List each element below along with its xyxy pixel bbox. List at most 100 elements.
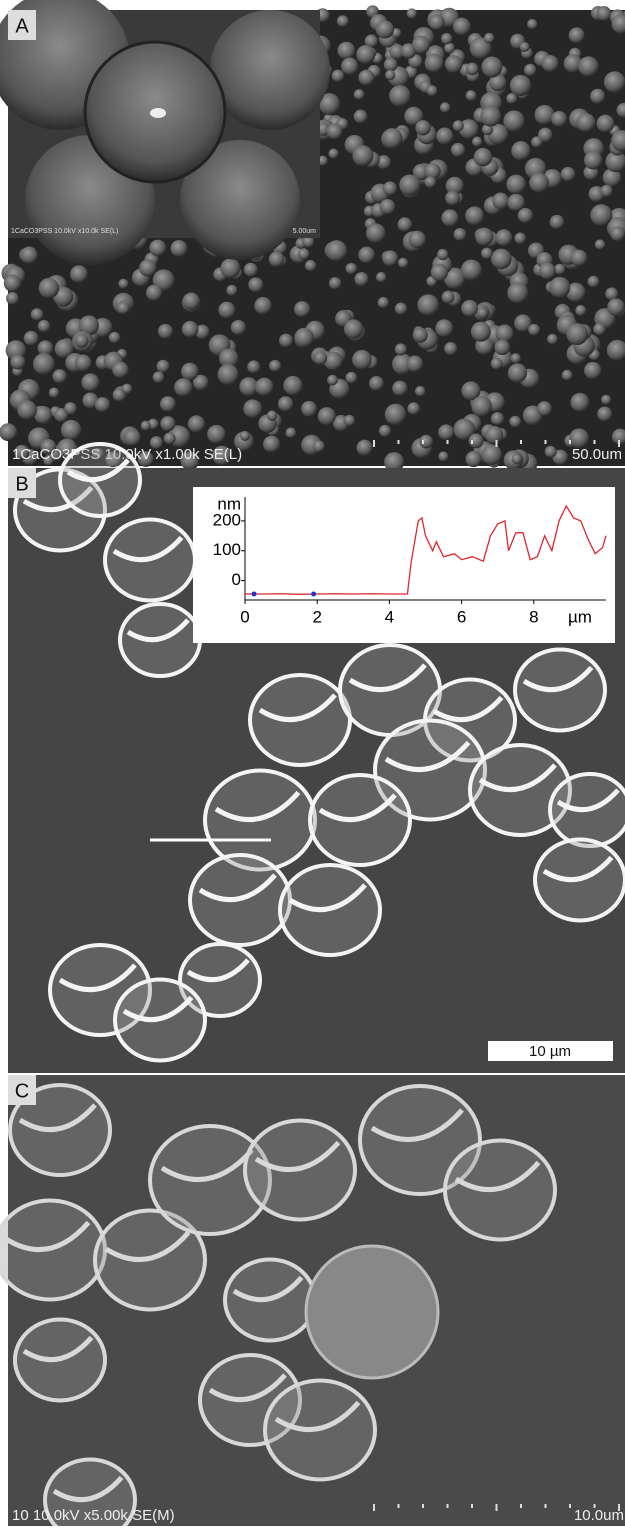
sphere <box>453 120 464 131</box>
sphere <box>477 307 488 318</box>
sphere <box>24 331 39 346</box>
sphere <box>4 275 21 292</box>
sphere <box>507 194 524 211</box>
sphere <box>520 42 530 52</box>
sphere <box>318 407 336 425</box>
sphere <box>170 240 187 257</box>
sphere <box>286 428 297 439</box>
sphere <box>407 356 423 372</box>
sphere <box>382 250 398 266</box>
sphere <box>218 364 239 385</box>
sphere <box>427 85 438 96</box>
sphere <box>255 378 273 396</box>
marker <box>252 592 257 597</box>
sphere <box>244 263 258 277</box>
sphere <box>441 209 458 226</box>
sphere <box>472 136 482 146</box>
sphere <box>584 151 602 169</box>
inset-scale: 5.00um <box>293 228 317 235</box>
sphere <box>327 375 338 386</box>
sphere <box>269 360 281 372</box>
sphere <box>419 435 433 449</box>
sphere <box>451 143 465 157</box>
sphere <box>461 300 478 317</box>
sphere <box>392 381 407 396</box>
sphere <box>570 393 589 412</box>
sphere <box>412 36 430 54</box>
sphere <box>512 454 522 464</box>
sphere <box>358 70 374 86</box>
sphere <box>231 320 246 335</box>
sphere <box>327 124 343 140</box>
sphere <box>438 451 448 461</box>
sphere <box>495 229 512 246</box>
sphere <box>81 373 99 391</box>
sphere <box>549 277 570 298</box>
sphere <box>562 370 573 381</box>
sphere <box>576 113 595 132</box>
sphere <box>75 355 92 372</box>
sphere <box>329 277 341 289</box>
sphere <box>537 401 552 416</box>
figure: A 1CaCO3PSS 10.0kV x10.0k SE(L) 5.00um 1… <box>0 0 625 1526</box>
sphere <box>117 301 130 314</box>
sphere <box>475 228 493 246</box>
sphere <box>431 264 448 281</box>
sphere <box>139 259 156 276</box>
sphere <box>118 279 128 289</box>
sphere <box>395 343 407 355</box>
sphere <box>494 339 510 355</box>
sphere <box>383 181 397 195</box>
sphere <box>34 406 52 424</box>
sphere <box>220 258 240 278</box>
sphere <box>332 70 345 83</box>
sphere <box>278 396 293 411</box>
sphere <box>358 247 375 264</box>
sphere <box>226 285 237 296</box>
sphere <box>294 301 310 317</box>
sphere <box>436 128 453 145</box>
sphere <box>263 436 280 453</box>
sphere <box>124 429 141 446</box>
sphere <box>399 174 420 195</box>
sphere <box>298 248 309 259</box>
x-tick-label: 8 <box>529 607 538 626</box>
sphere <box>465 206 484 225</box>
sphere <box>337 15 349 27</box>
sphere <box>438 424 454 440</box>
sphere <box>437 249 448 260</box>
sphere <box>380 199 396 215</box>
inset-caption: 1CaCO3PSS 10.0kV x10.0k SE(L) <box>11 228 118 235</box>
sphere <box>527 19 537 29</box>
sphere <box>385 404 406 425</box>
sphere <box>492 193 509 210</box>
sphere <box>554 264 565 275</box>
x-tick-label: 6 <box>457 607 466 626</box>
sphere <box>240 431 250 441</box>
sphere <box>466 63 479 76</box>
sphere <box>341 58 358 75</box>
sphere <box>267 410 277 420</box>
sphere <box>491 412 504 425</box>
sphere <box>413 328 428 343</box>
sphere <box>535 105 555 125</box>
sphere <box>407 402 420 415</box>
sphere <box>597 115 615 133</box>
sphere <box>415 120 430 135</box>
sphere <box>254 297 271 314</box>
sphere <box>524 64 536 76</box>
sphere <box>471 396 492 417</box>
sphere <box>160 416 175 431</box>
sphere <box>207 425 226 444</box>
y-axis-label: nm <box>217 494 241 513</box>
scale-text: 10 µm <box>529 1043 571 1060</box>
sphere <box>328 148 338 158</box>
sphere <box>480 106 501 127</box>
marker <box>311 592 316 597</box>
sphere <box>442 291 455 304</box>
sphere <box>484 33 494 43</box>
sphere <box>441 33 452 44</box>
sphere <box>491 249 512 270</box>
sphere <box>183 293 200 310</box>
sphere <box>149 240 166 257</box>
